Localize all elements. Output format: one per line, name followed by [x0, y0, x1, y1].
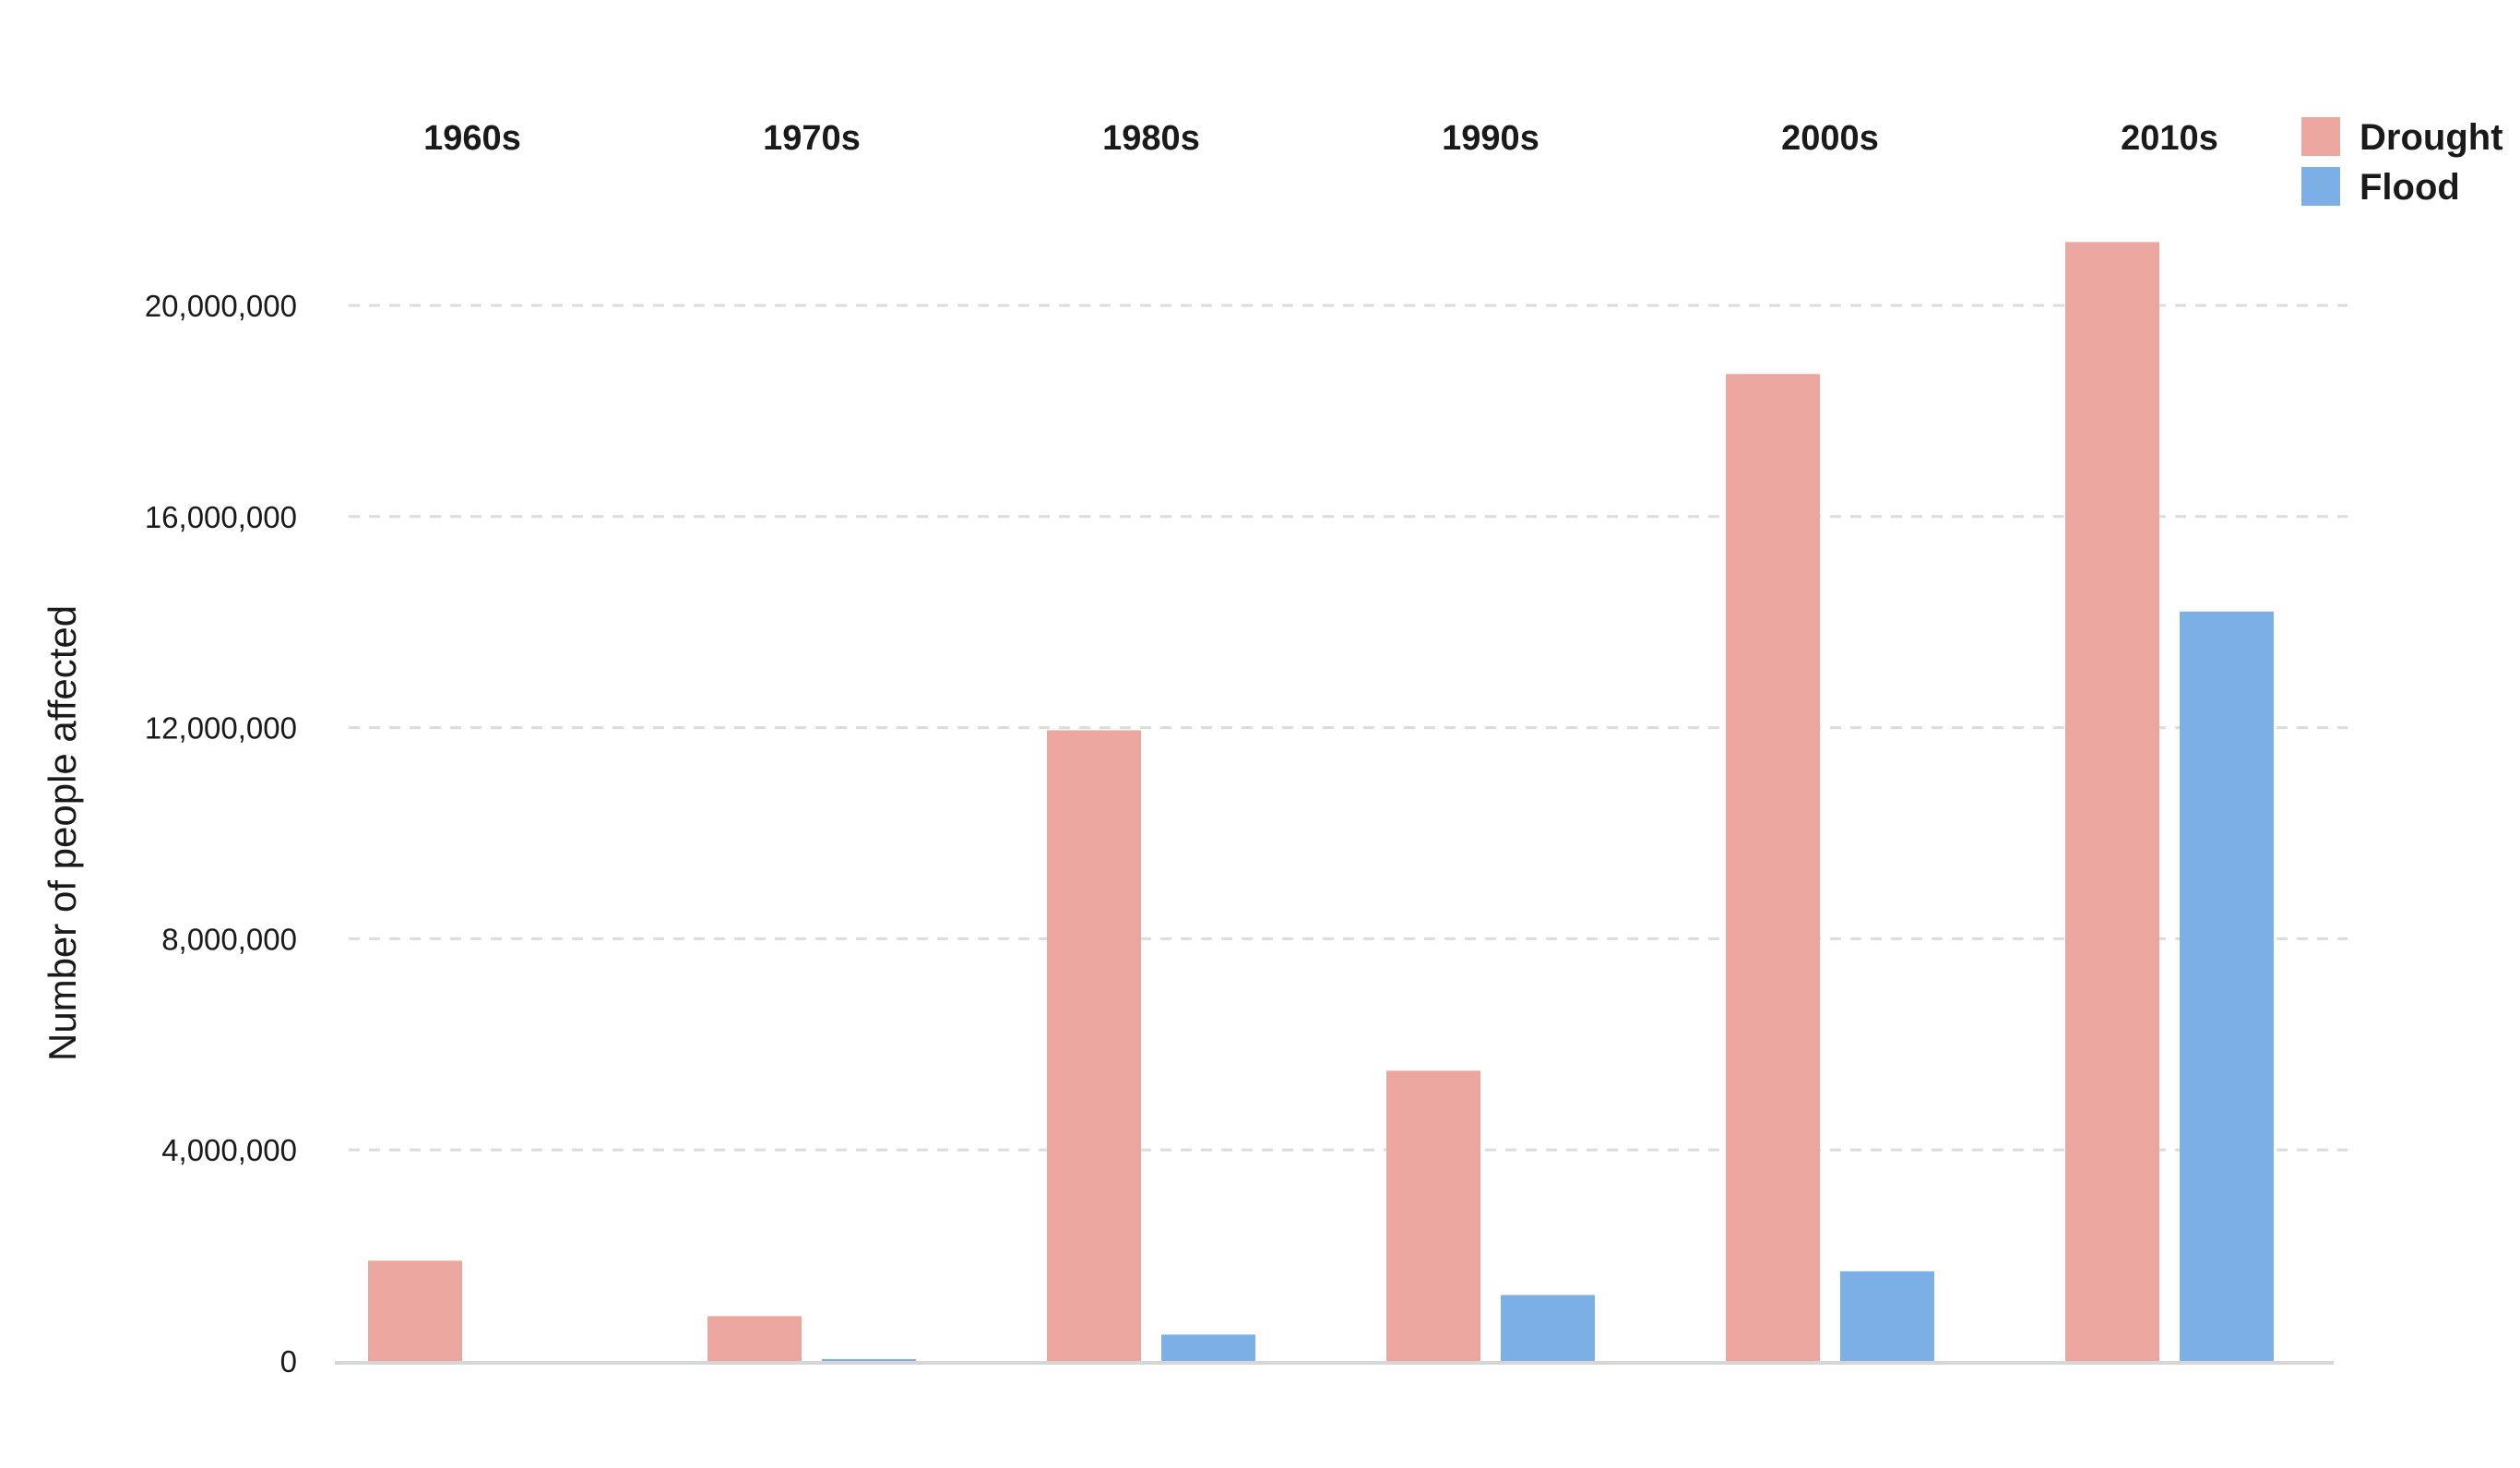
y-tick-label: 4,000,000 [161, 1133, 297, 1167]
bar-drought-2000s [1726, 374, 1820, 1361]
category-label: 1980s [1102, 119, 1200, 158]
category-label: 2010s [2121, 119, 2218, 158]
y-axis-title: Number of people affected [41, 605, 84, 1061]
y-tick-label: 20,000,000 [145, 289, 297, 323]
bar-drought-1960s [368, 1260, 462, 1361]
bar-layer [368, 242, 2274, 1361]
bar-drought-2010s [2065, 242, 2159, 1361]
legend-label-flood: Flood [2360, 167, 2460, 208]
bar-flood-1990s [1501, 1295, 1595, 1361]
y-tick-labels: 0 4,000,000 8,000,000 12,000,000 16,000,000 2… [145, 289, 297, 1378]
y-tick-label: 12,000,000 [145, 711, 297, 746]
category-label: 2000s [1781, 119, 1879, 158]
y-tick-label: 0 [280, 1344, 297, 1378]
category-label: 1960s [423, 119, 521, 158]
bar-drought-1990s [1386, 1070, 1480, 1361]
bar-drought-1970s [707, 1316, 802, 1361]
category-label: 1990s [1442, 119, 1539, 158]
bar-flood-2000s [1840, 1271, 1934, 1361]
grid-layer [349, 304, 2348, 1152]
legend-swatch-flood [2301, 167, 2340, 206]
bar-flood-1980s [1161, 1334, 1255, 1361]
y-tick-label: 16,000,000 [145, 500, 297, 534]
bar-flood-1970s [822, 1359, 916, 1361]
legend-label-drought: Drought [2360, 117, 2503, 158]
category-label: 1970s [763, 119, 861, 158]
y-tick-label: 8,000,000 [161, 922, 297, 956]
bar-drought-1980s [1047, 730, 1141, 1361]
bar-flood-2010s [2180, 611, 2274, 1361]
legend-swatch-drought [2301, 117, 2340, 156]
legend: Drought Flood [2301, 117, 2503, 208]
category-labels: 1960s 1970s 1980s 1990s 2000s 2010s [423, 119, 2218, 158]
